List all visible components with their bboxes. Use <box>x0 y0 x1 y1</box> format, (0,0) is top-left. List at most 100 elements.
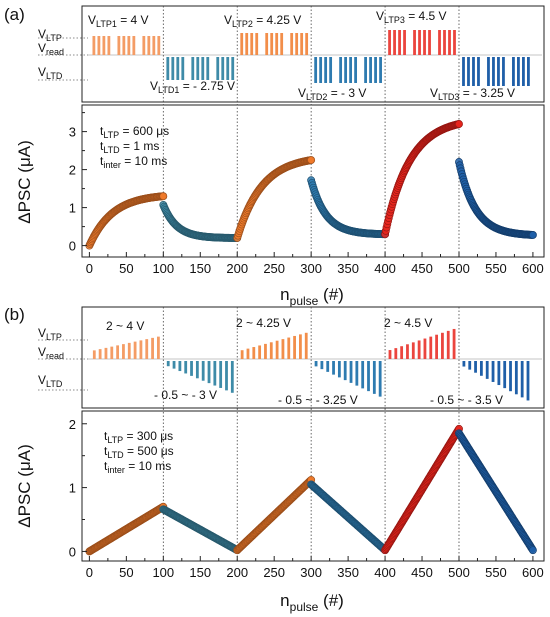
x-tick-label: 300 <box>300 565 322 580</box>
ltd-pulse <box>355 361 359 386</box>
ltd-pulse <box>166 57 170 80</box>
x-axis-label-a: npulse (#) <box>280 285 344 308</box>
ltp-pulse <box>304 332 308 359</box>
level-label-read-a: Vread <box>38 41 64 57</box>
ltp-pulse <box>152 36 156 55</box>
ltd-pulse <box>343 361 347 381</box>
y-axis-label-b: ΔPSC (μA) <box>15 444 34 528</box>
annotation-vltd1: VLTD1 = - 2.75 V <box>150 79 235 95</box>
ltp-pulse <box>240 33 244 55</box>
ltd-pulse <box>372 361 376 394</box>
ltp-pulse <box>300 33 304 55</box>
ltd-pulse <box>184 361 188 374</box>
ltd-pulse <box>477 57 480 86</box>
ltp-pulse <box>145 339 149 359</box>
ltd-pulse <box>479 361 483 376</box>
ltd-pulse <box>171 57 175 80</box>
x-tick-label: 350 <box>337 565 359 580</box>
x-tick-label: 400 <box>374 261 396 276</box>
ltd-pulse <box>520 361 524 398</box>
series-3 <box>233 156 316 242</box>
ltp-pulse <box>264 343 267 359</box>
series-4 <box>307 176 390 239</box>
x-tick-label: 250 <box>263 565 285 580</box>
ltd-pulse <box>527 57 530 86</box>
axis-ticks-b: 0 50 100 150 200 250 300 350 400 450 500 550 600 0 1 2 <box>69 417 544 580</box>
ltd-pulse <box>468 361 472 370</box>
ltd-pulse <box>379 57 382 83</box>
ltp-pulse <box>400 346 404 359</box>
x-tick-label: 200 <box>226 565 248 580</box>
ltp-pulse <box>305 33 309 55</box>
ltd-pulse <box>221 57 225 80</box>
level-label-ltd-b: VLTD <box>38 373 63 389</box>
ltp-pulse <box>139 340 143 359</box>
ltd-pulse <box>201 361 205 381</box>
ltp-pulse <box>388 30 391 55</box>
ltp-pulse <box>281 339 285 359</box>
ltp-pulse <box>394 348 398 359</box>
series-5 <box>381 120 463 239</box>
x-tick-label: 550 <box>485 565 507 580</box>
annotation-ltp-range-1: 2 ~ 4 V <box>106 319 144 333</box>
ltp-pulse <box>156 336 160 359</box>
series-2 <box>159 200 242 242</box>
ltd-pulse <box>329 57 333 83</box>
ltp-pulse <box>92 36 96 55</box>
ltd-pulse <box>474 361 477 373</box>
ltd-pulse <box>522 57 525 86</box>
ltd-pulse <box>226 57 230 80</box>
ltp-pulse <box>252 347 256 359</box>
ltp-pulse <box>98 349 102 359</box>
annotation-ltd-range-1: - 0.5 ~ - 3 V <box>154 388 217 402</box>
ltp-pulse <box>295 33 299 55</box>
ltd-pulse <box>339 57 343 83</box>
ltd-pulse <box>337 361 341 378</box>
plot-frame-b <box>81 410 545 562</box>
series-1 <box>85 502 168 556</box>
ltd-pulse <box>367 361 370 392</box>
ltd-pulse <box>526 361 530 401</box>
ltp-pulse <box>122 36 126 55</box>
ltd-pulse <box>319 57 323 83</box>
x-tick-label: 150 <box>189 565 211 580</box>
param-tltp-a: tLTP = 600 μs <box>100 124 169 140</box>
ltd-pulse <box>462 57 465 86</box>
ltp-pulse <box>147 36 151 55</box>
level-label-ltd-a: VLTD <box>38 65 63 81</box>
axis-ticks-a: 0 50 100 150 200 250 300 350 400 450 500 550 600 0 1 2 3 <box>69 112 544 276</box>
panel-label-a: (a) <box>4 5 25 24</box>
annotation-ltd-range-3: - 0.5 ~ - 3.5 V <box>430 393 503 407</box>
ltp-pulse <box>107 36 111 55</box>
annotation-vltp1: VLTP1 = 4 V <box>88 13 149 29</box>
ltp-pulse <box>102 36 106 55</box>
series-1 <box>85 192 168 250</box>
plot-frame-a <box>81 104 545 258</box>
data-point <box>528 546 537 555</box>
ltd-pulse <box>512 57 515 86</box>
ltd-pulse <box>314 361 318 367</box>
y-tick-label: 2 <box>69 163 76 178</box>
annotation-vltd2: VLTD2 = - 3 V <box>298 86 366 102</box>
x-tick-label: 300 <box>300 261 322 276</box>
ltp-pulse <box>269 342 273 359</box>
ltp-pulse <box>275 340 279 359</box>
x-tick-label: 450 <box>411 261 433 276</box>
x-tick-label: 250 <box>263 261 285 276</box>
ltd-pulse <box>206 57 210 80</box>
ltd-pulse <box>225 361 228 391</box>
x-tick-label: 350 <box>337 261 359 276</box>
series-2 <box>159 505 242 555</box>
y-tick-label: 2 <box>69 417 76 432</box>
ltp-pulse <box>428 30 431 55</box>
pulse-train-a <box>88 30 542 86</box>
ltd-pulse <box>326 361 330 372</box>
y-tick-label: 1 <box>69 481 76 496</box>
ltp-pulse <box>441 332 444 359</box>
ltd-pulse <box>364 57 367 83</box>
pulse-frame-a <box>81 5 545 103</box>
x-tick-label: 400 <box>374 565 396 580</box>
ltp-pulse <box>418 30 421 55</box>
ltp-pulse <box>127 36 131 55</box>
plot-area-b <box>38 307 537 561</box>
